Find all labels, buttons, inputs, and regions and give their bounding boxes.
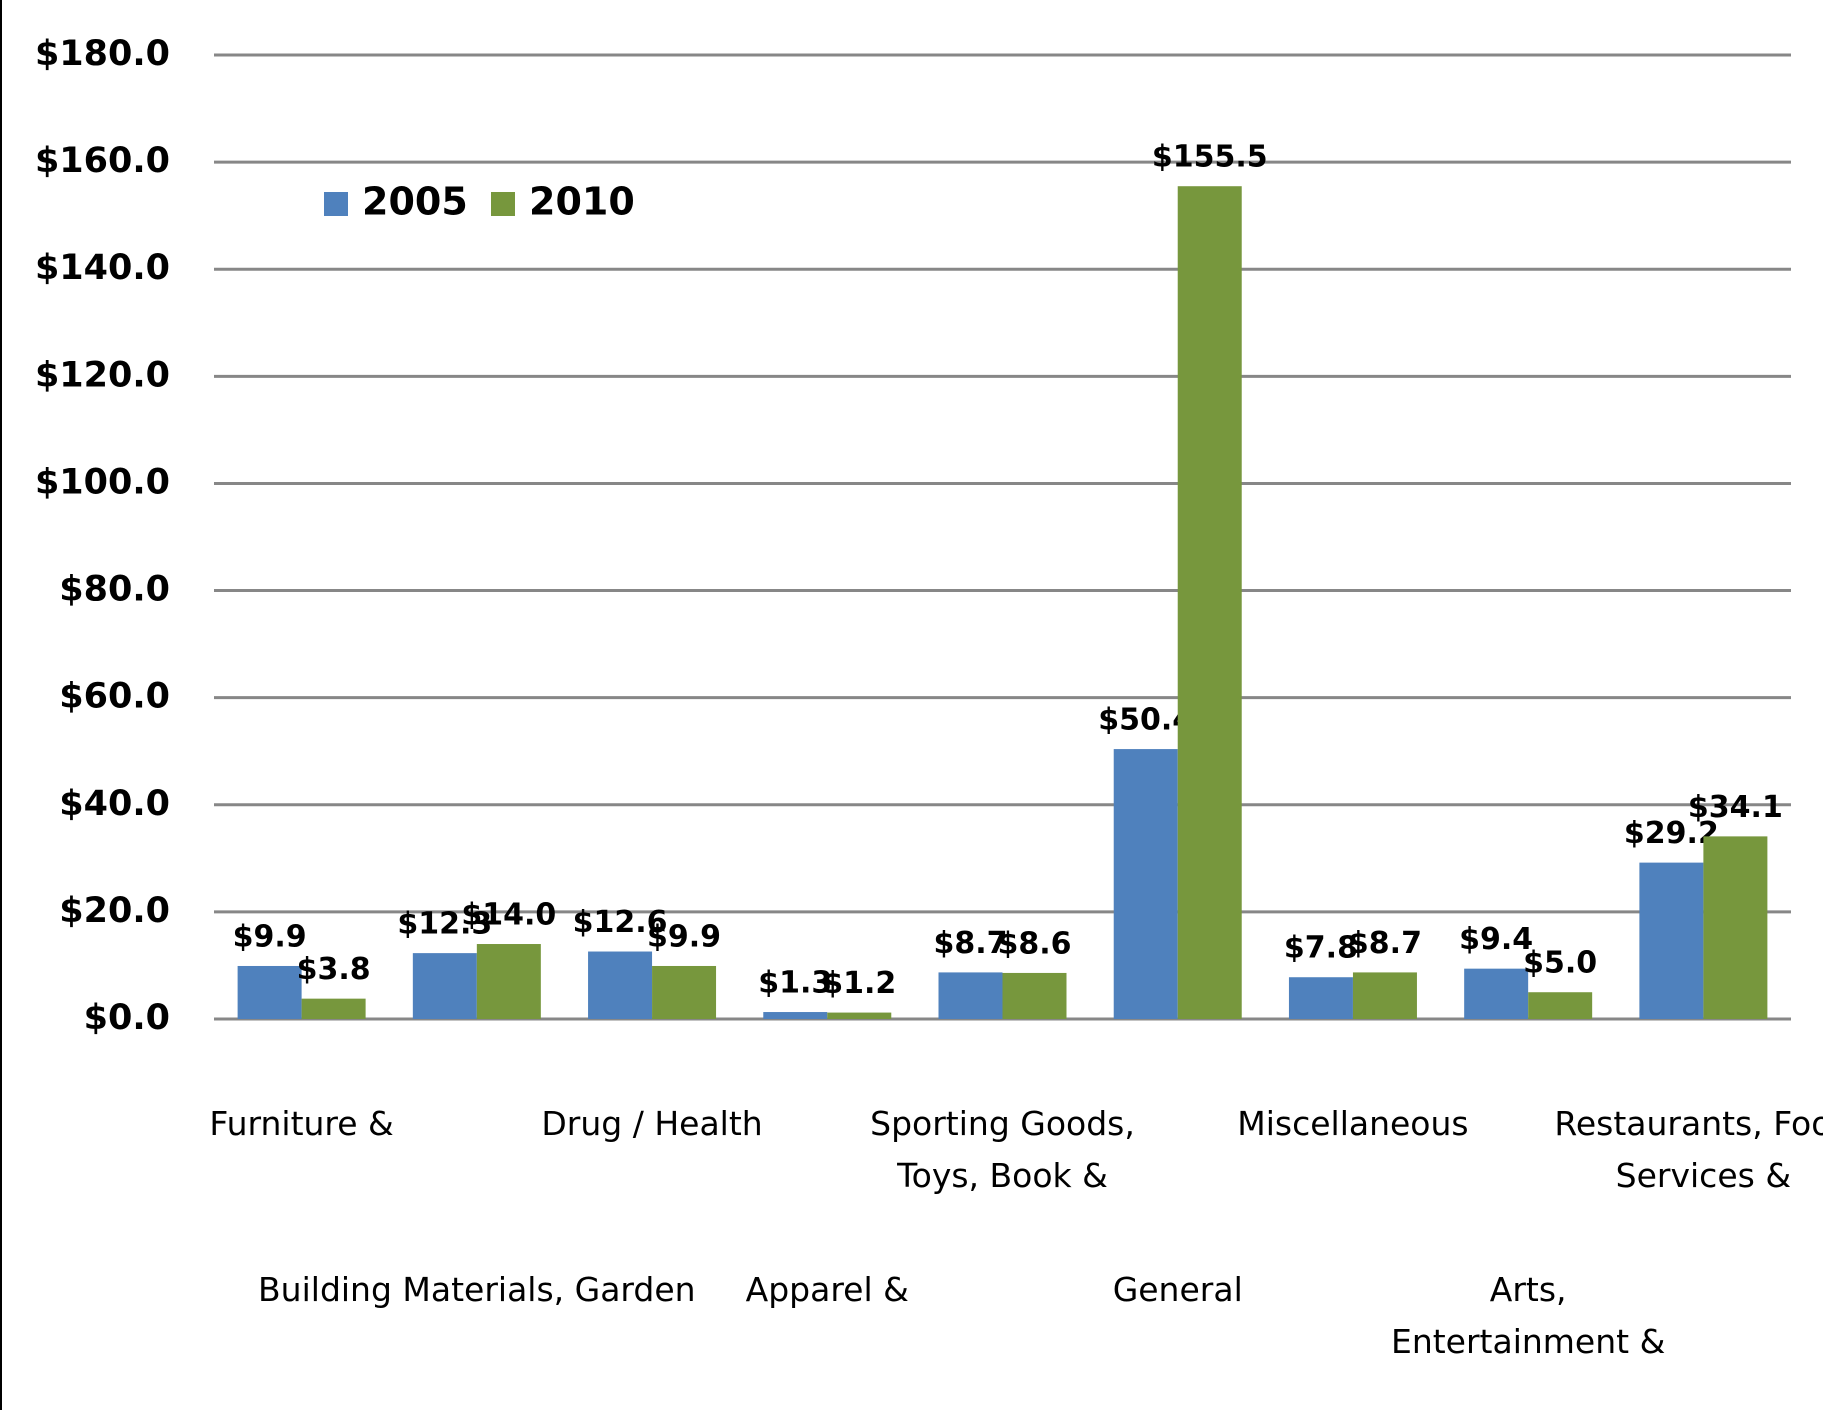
bar (1464, 968, 1529, 1019)
data-label: $8.7 (933, 926, 1007, 961)
bar (588, 951, 653, 1019)
legend-swatch (491, 192, 515, 216)
bar (1113, 749, 1178, 1019)
data-label: $9.9 (647, 919, 721, 954)
data-label: $29.2 (1624, 816, 1719, 851)
data-label: $8.6 (997, 926, 1071, 961)
y-tick-label: $80.0 (59, 570, 170, 610)
data-label: $9.4 (1459, 922, 1533, 957)
bar (237, 965, 302, 1019)
data-label: $50.4 (1098, 703, 1193, 738)
bar (1528, 992, 1593, 1019)
bar (1002, 972, 1067, 1019)
bar (1288, 977, 1353, 1019)
x-tick-label: Apparel & (745, 1270, 909, 1309)
y-tick-label: $20.0 (59, 891, 170, 931)
x-tick-label: Furniture & (209, 1104, 394, 1143)
y-tick-label: $180.0 (35, 34, 170, 74)
x-tick-label: Miscellaneous (1237, 1104, 1469, 1143)
bar (652, 965, 717, 1019)
data-label: $9.9 (233, 919, 307, 954)
data-label: $1.2 (822, 966, 896, 1001)
bar (938, 972, 1003, 1019)
legend-swatch (324, 192, 348, 216)
y-tick-label: $40.0 (59, 784, 170, 824)
data-label: $14.0 (461, 898, 556, 933)
bar (827, 1012, 892, 1019)
x-tick-label: Drug / Health (541, 1104, 763, 1143)
x-tick-label: Restaurants, Food Services & (1554, 1104, 1823, 1195)
x-tick-label: Sporting Goods, Toys, Book & (870, 1104, 1135, 1195)
y-tick-label: $160.0 (35, 141, 170, 181)
data-label: $34.1 (1688, 790, 1783, 825)
data-label: $155.5 (1152, 140, 1268, 175)
y-tick-label: $140.0 (35, 248, 170, 288)
bar (412, 953, 477, 1019)
y-tick-label: $100.0 (35, 462, 170, 502)
bar (763, 1012, 828, 1019)
bar (301, 998, 366, 1019)
data-label: $12.3 (397, 907, 492, 942)
data-label: $5.0 (1523, 946, 1597, 981)
bar (1352, 972, 1417, 1019)
bar (1703, 836, 1768, 1019)
y-tick-label: $120.0 (35, 355, 170, 395)
legend-label: 2010 (529, 180, 635, 224)
data-label: $8.7 (1348, 926, 1422, 961)
x-tick-label: General (1112, 1270, 1243, 1309)
x-tick-label: Building Materials, Garden (258, 1270, 696, 1309)
data-label: $7.8 (1284, 931, 1358, 966)
data-label: $1.3 (758, 966, 832, 1001)
legend-label: 2005 (362, 180, 468, 224)
bar (1177, 186, 1242, 1019)
y-tick-label: $0.0 (84, 998, 170, 1038)
y-tick-label: $60.0 (59, 677, 170, 717)
data-label: $12.6 (573, 905, 668, 940)
bar (476, 944, 541, 1019)
x-tick-label: Arts, Entertainment & (1390, 1270, 1666, 1361)
data-label: $3.8 (297, 952, 371, 987)
bar (1639, 862, 1704, 1019)
